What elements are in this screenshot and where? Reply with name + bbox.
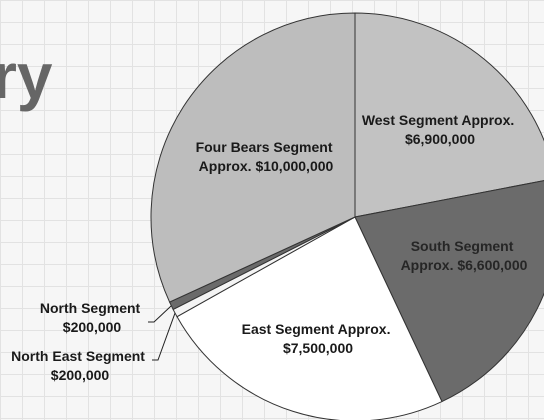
label-four-bears-line2: Approx. $10,000,000 bbox=[199, 158, 334, 174]
slice-south bbox=[354, 180, 544, 403]
label-west-line2: $6,900,000 bbox=[405, 131, 475, 147]
label-north-line1: North Segment bbox=[40, 300, 141, 316]
label-north-east-line2: $200,000 bbox=[51, 367, 110, 383]
label-north-east: North East Segment $200,000 bbox=[11, 348, 149, 383]
label-west-line1: West Segment Approx. bbox=[362, 112, 514, 128]
label-north-east-line1: North East Segment bbox=[11, 348, 145, 364]
leader-north-east bbox=[152, 312, 176, 361]
label-west: West Segment Approx. $6,900,000 bbox=[362, 112, 518, 147]
label-four-bears: Four Bears Segment Approx. $10,000,000 bbox=[196, 139, 337, 174]
label-four-bears-line1: Four Bears Segment bbox=[196, 139, 333, 155]
slice-four-bears bbox=[150, 12, 356, 303]
label-south: South Segment Approx. $6,600,000 bbox=[401, 238, 528, 273]
label-north-line2: $200,000 bbox=[63, 319, 122, 335]
slice-east bbox=[176, 216, 443, 420]
label-east-line1: East Segment Approx. bbox=[242, 321, 391, 337]
leader-north bbox=[148, 305, 172, 323]
label-south-line2: Approx. $6,600,000 bbox=[401, 257, 528, 273]
pie-slices bbox=[150, 12, 544, 420]
label-east: East Segment Approx. $7,500,000 bbox=[242, 321, 395, 356]
slice-west bbox=[354, 12, 544, 218]
title-fragment: ry bbox=[0, 40, 53, 112]
label-east-line2: $7,500,000 bbox=[283, 340, 353, 356]
label-north: North Segment $200,000 bbox=[40, 300, 144, 335]
leader-lines bbox=[148, 305, 176, 361]
label-south-line1: South Segment bbox=[411, 238, 514, 254]
